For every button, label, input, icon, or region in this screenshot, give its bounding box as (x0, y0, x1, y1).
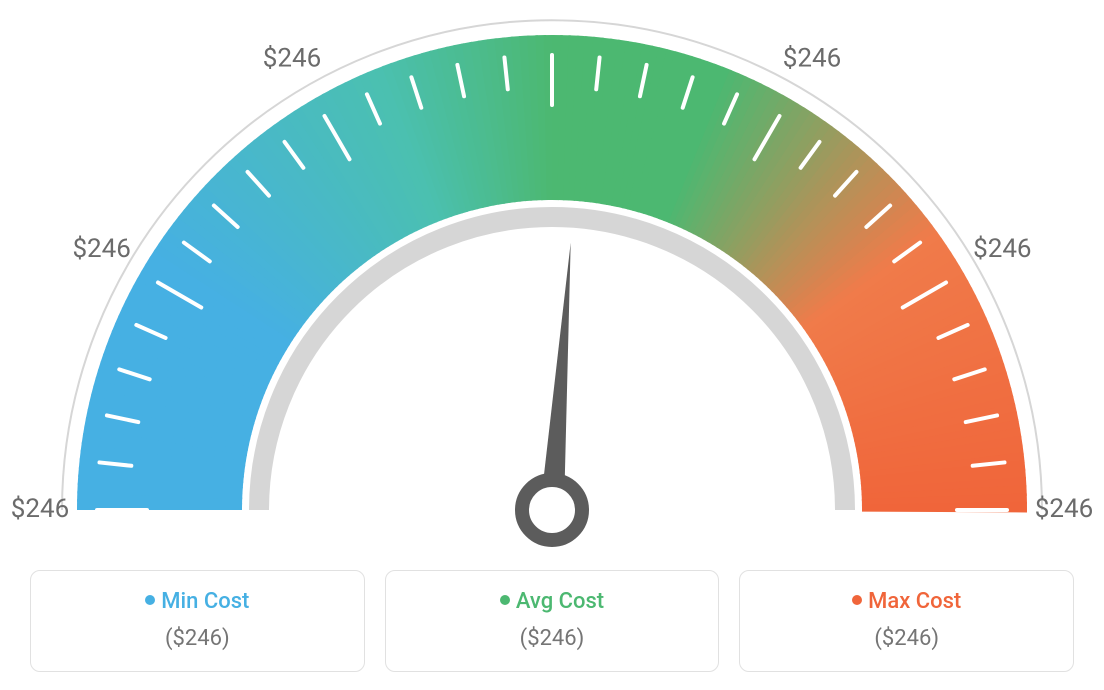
gauge-tick-label: $246 (1035, 494, 1093, 524)
legend-card-avg: Avg Cost ($246) (385, 570, 720, 672)
gauge-pivot (522, 480, 582, 540)
legend-title-min: Min Cost (41, 589, 354, 614)
legend-value-avg: ($246) (396, 626, 709, 651)
gauge-tick-label: $246 (523, 0, 581, 4)
legend-title-avg: Avg Cost (396, 589, 709, 614)
gauge-tick-label: $246 (973, 234, 1031, 264)
gauge-tick-label: $246 (72, 234, 130, 264)
legend-row: Min Cost ($246) Avg Cost ($246) Max Cost… (30, 570, 1074, 672)
gauge-tick-label: $246 (783, 44, 841, 74)
legend-title-max: Max Cost (750, 589, 1063, 614)
legend-value-min: ($246) (41, 626, 354, 651)
gauge-svg: $246 $246 $246 $246 $246 $246 $246 (0, 0, 1104, 560)
legend-dot-min (145, 595, 155, 605)
legend-title-text-max: Max Cost (868, 589, 961, 614)
gauge-tick-label: $246 (263, 44, 321, 74)
legend-value-max: ($246) (750, 626, 1063, 651)
legend-dot-max (852, 595, 862, 605)
legend-dot-avg (500, 595, 510, 605)
gauge-needle (540, 243, 571, 511)
legend-card-min: Min Cost ($246) (30, 570, 365, 672)
gauge-tick-label: $246 (11, 494, 69, 524)
legend-title-text-min: Min Cost (161, 589, 249, 614)
legend-title-text-avg: Avg Cost (516, 589, 604, 614)
gauge-chart: $246 $246 $246 $246 $246 $246 $246 (0, 0, 1104, 560)
legend-card-max: Max Cost ($246) (739, 570, 1074, 672)
